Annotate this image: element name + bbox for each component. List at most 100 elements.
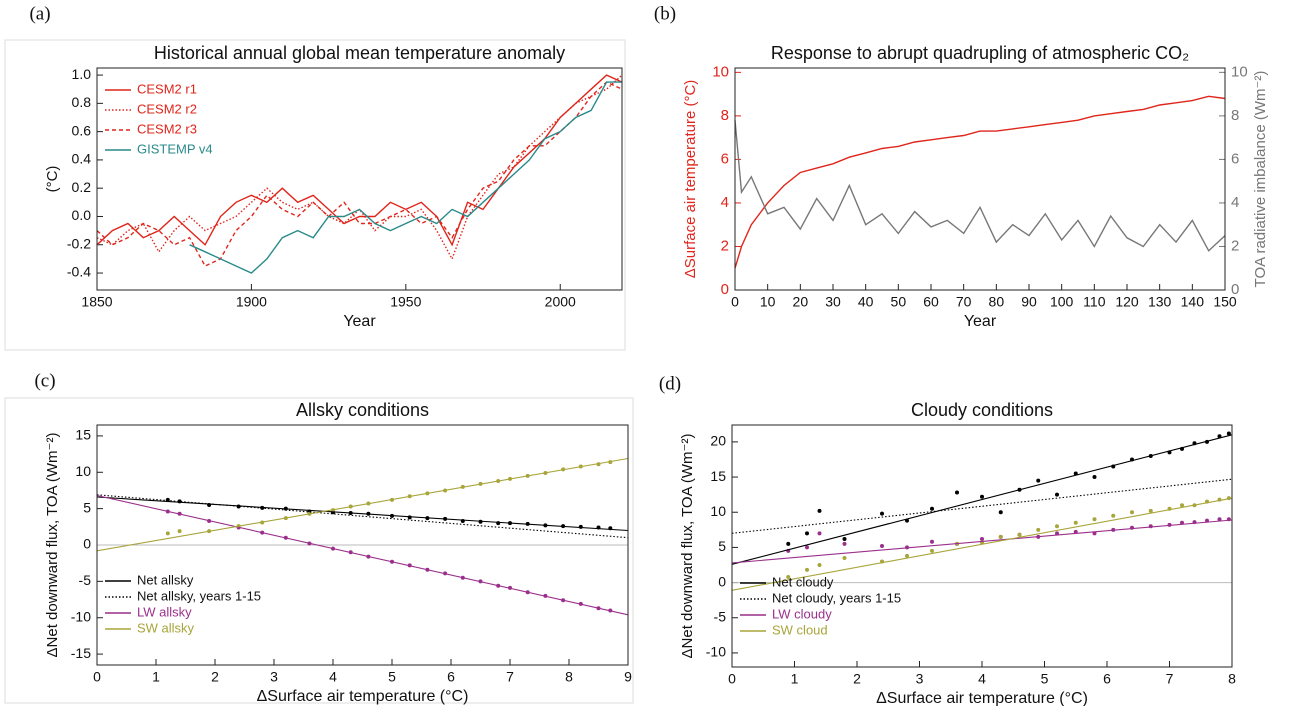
- panel-frame: [4, 397, 634, 704]
- x-axis-label: ΔSurface air temperature (°C): [257, 688, 469, 705]
- plot-frame: [731, 424, 1233, 668]
- chart-title: Cloudy conditions: [911, 400, 1053, 420]
- legend-label: CESM2 r3: [137, 121, 197, 136]
- data-point: [786, 541, 791, 546]
- x-tick-label: 5: [1041, 671, 1049, 687]
- data-point: [930, 539, 934, 544]
- x-tick-label: 10: [760, 294, 776, 310]
- y-tick-label: 8: [721, 107, 729, 124]
- panel-frame: [4, 39, 626, 351]
- x-tick-label: 9: [624, 669, 632, 685]
- data-point: [980, 536, 984, 541]
- data-point: [817, 562, 822, 567]
- y-tick-label: -15: [71, 645, 91, 661]
- x-tick-label: 2: [853, 671, 861, 687]
- x-tick-label: 8: [1228, 671, 1236, 687]
- y-tick-label: 0.8: [72, 94, 92, 110]
- data-point: [177, 529, 182, 534]
- data-point: [980, 494, 984, 499]
- y-tick-label: -10: [71, 608, 91, 624]
- data-line: [734, 120, 1226, 252]
- data-line: [96, 74, 623, 247]
- data-point: [1036, 527, 1041, 532]
- legend-label: GISTEMP v4: [137, 141, 213, 156]
- plot-frame: [96, 67, 623, 291]
- y-tick-label: 0.6: [72, 122, 92, 138]
- data-point: [1180, 503, 1184, 508]
- data-point: [805, 545, 809, 550]
- x-tick-label: 110: [1083, 294, 1106, 310]
- chart-title: Allsky conditions: [296, 400, 429, 420]
- data-point: [786, 574, 791, 579]
- data-point: [1055, 531, 1059, 536]
- data-point: [817, 531, 822, 536]
- fit-line: [731, 519, 1233, 564]
- x-tick-label: 7: [506, 669, 514, 685]
- data-point: [880, 544, 884, 548]
- data-point: [578, 524, 583, 529]
- x-tick-label: 4: [978, 671, 986, 687]
- y-tick-label: 0.4: [72, 151, 92, 167]
- data-point: [165, 531, 170, 536]
- plot-frame: [96, 424, 629, 666]
- x-tick-label: 5: [388, 669, 396, 685]
- data-point: [842, 536, 847, 541]
- y2-tick-label: 10: [1231, 63, 1248, 80]
- panel-label: (b): [654, 3, 676, 24]
- data-point: [998, 534, 1003, 539]
- plot-frame: [734, 67, 1226, 291]
- x-tick-label: 150: [1213, 294, 1237, 310]
- y-tick-label: -0.4: [67, 264, 91, 280]
- panel-label: (c): [34, 370, 55, 391]
- x-tick-label: 50: [891, 294, 907, 310]
- data-point: [817, 508, 822, 513]
- data-point: [1017, 532, 1022, 537]
- data-point: [955, 490, 959, 495]
- data-point: [842, 555, 847, 560]
- data-point: [1111, 513, 1116, 518]
- x-tick-label: 100: [1050, 294, 1074, 310]
- y-tick-label: 5: [718, 538, 726, 554]
- x-axis-label: Year: [343, 313, 376, 330]
- y-tick-label: 10: [75, 463, 91, 479]
- x-tick-label: 6: [447, 669, 455, 685]
- data-point: [1148, 508, 1153, 513]
- fit-line: [731, 434, 1233, 565]
- legend-label: CESM2 r1: [137, 81, 197, 96]
- x-tick-label: 120: [1115, 294, 1139, 310]
- x-tick-label: 0: [731, 294, 739, 310]
- panel-label: (d): [659, 373, 681, 394]
- y-tick-label: 5: [83, 499, 91, 515]
- legend-label: SW allsky: [137, 620, 195, 635]
- y-tick-label: 15: [75, 427, 91, 443]
- x-tick-label: 1: [152, 669, 160, 685]
- y-tick-label: 15: [710, 468, 726, 484]
- data-point: [1226, 431, 1231, 436]
- y-tick-label: -10: [706, 644, 726, 660]
- y-tick-label: 20: [710, 433, 726, 449]
- y-tick-label: 0.2: [72, 179, 92, 195]
- fit-line: [731, 478, 1233, 534]
- x-tick-label: 2000: [545, 294, 576, 310]
- y-tick-label: -5: [79, 572, 92, 588]
- chart-title: Historical annual global mean temperatur…: [154, 43, 565, 63]
- fit-line: [96, 494, 629, 539]
- data-line: [734, 95, 1226, 269]
- data-point: [1092, 475, 1097, 480]
- legend-label: SW cloud: [772, 622, 828, 637]
- legend-label: LW cloudy: [772, 606, 832, 621]
- x-axis-label: ΔSurface air temperature (°C): [876, 690, 1088, 706]
- y-axis-label: ΔNet downward flux, TOA (Wm⁻²): [44, 433, 61, 658]
- data-point: [842, 541, 847, 546]
- y-tick-label: -0.2: [67, 235, 91, 251]
- fit-line: [96, 494, 629, 616]
- x-tick-label: 3: [916, 671, 924, 687]
- y-tick-label: 10: [712, 63, 729, 80]
- data-point: [805, 531, 809, 536]
- y-axis-label: ΔSurface air temperature (°C): [682, 80, 699, 279]
- y2-tick-label: 8: [1231, 107, 1239, 124]
- x-tick-label: 140: [1181, 294, 1205, 310]
- x-tick-label: 90: [1021, 294, 1037, 310]
- panel-label: (a): [29, 3, 50, 24]
